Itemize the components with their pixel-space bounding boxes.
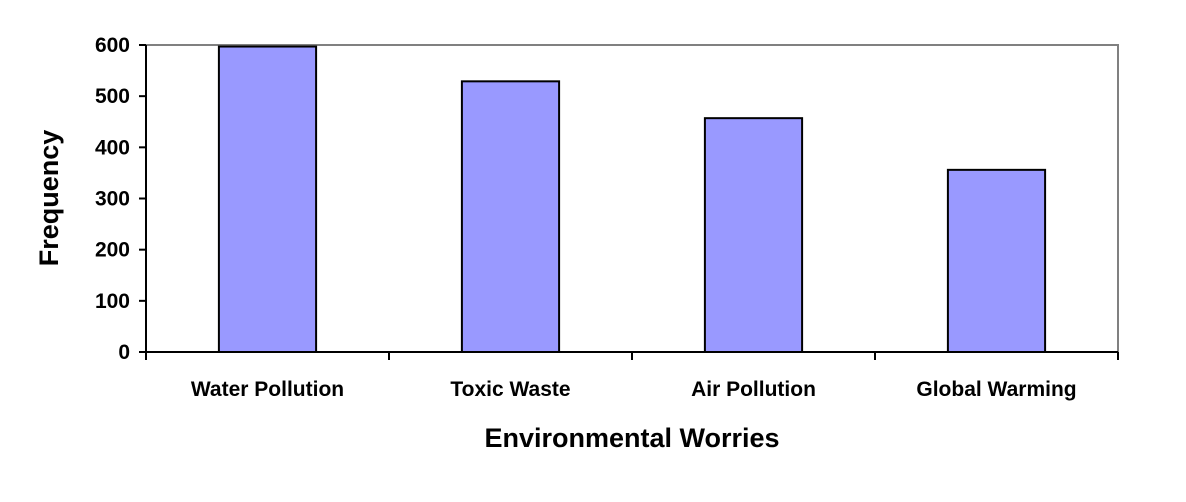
x-axis-title: Environmental Worries — [484, 423, 779, 453]
y-axis-title: Frequency — [34, 130, 64, 267]
y-tick-label: 0 — [118, 341, 130, 364]
bar-air-pollution — [703, 117, 804, 353]
y-axis: 0 100 200 300 400 500 600 — [95, 34, 147, 364]
y-tick-label: 300 — [95, 188, 130, 211]
bar-water-pollution — [217, 45, 318, 353]
y-tick-label: 100 — [95, 290, 130, 313]
y-tick-label: 200 — [95, 239, 130, 262]
bar-global-warming — [946, 168, 1047, 353]
x-tick-label: Global Warming — [916, 378, 1076, 401]
x-axis: Water Pollution Toxic Waste Air Pollution G… — [145, 351, 1119, 401]
x-tick-label: Water Pollution — [191, 378, 344, 401]
y-tick-label: 500 — [95, 85, 130, 108]
x-tick-label: Toxic Waste — [450, 378, 570, 401]
bar-toxic-waste — [460, 80, 561, 353]
y-tick-label: 600 — [95, 34, 130, 57]
x-tick-label: Air Pollution — [691, 378, 816, 401]
bars-group — [217, 45, 1047, 353]
y-tick-label: 400 — [95, 136, 130, 159]
